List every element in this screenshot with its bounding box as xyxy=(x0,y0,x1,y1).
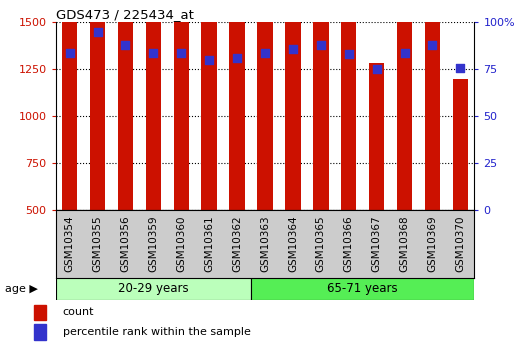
Bar xyxy=(453,79,468,210)
Bar xyxy=(369,63,384,210)
Text: GSM10368: GSM10368 xyxy=(400,216,410,273)
Point xyxy=(373,67,381,72)
Point xyxy=(316,42,325,48)
Point xyxy=(344,52,353,57)
Text: 20-29 years: 20-29 years xyxy=(118,283,189,295)
Text: GSM10365: GSM10365 xyxy=(316,216,326,273)
Text: GSM10354: GSM10354 xyxy=(65,216,75,273)
Bar xyxy=(146,0,161,210)
Text: GSM10363: GSM10363 xyxy=(260,216,270,273)
Point xyxy=(428,42,437,48)
Bar xyxy=(33,325,46,339)
Bar xyxy=(425,0,440,210)
Bar xyxy=(313,0,329,210)
Text: GSM10359: GSM10359 xyxy=(148,216,158,273)
Text: GSM10364: GSM10364 xyxy=(288,216,298,273)
Point xyxy=(400,50,409,55)
Text: GSM10355: GSM10355 xyxy=(93,216,102,273)
Bar xyxy=(174,0,189,210)
Bar xyxy=(251,278,474,300)
Bar xyxy=(341,3,356,210)
Bar xyxy=(285,0,301,210)
Bar xyxy=(397,2,412,210)
Text: GDS473 / 225434_at: GDS473 / 225434_at xyxy=(56,8,193,21)
Bar xyxy=(229,14,245,210)
Text: count: count xyxy=(63,307,94,317)
Point xyxy=(177,50,186,55)
Point xyxy=(261,50,269,55)
Text: age ▶: age ▶ xyxy=(5,284,38,294)
Point xyxy=(289,46,297,51)
Bar xyxy=(201,19,217,210)
Point xyxy=(456,65,465,70)
Bar xyxy=(62,0,77,210)
Text: GSM10370: GSM10370 xyxy=(455,216,465,272)
Text: GSM10360: GSM10360 xyxy=(176,216,186,272)
Point xyxy=(149,50,157,55)
Text: GSM10369: GSM10369 xyxy=(428,216,437,273)
Point xyxy=(65,50,74,55)
Text: GSM10362: GSM10362 xyxy=(232,216,242,273)
Text: 65-71 years: 65-71 years xyxy=(328,283,398,295)
Text: percentile rank within the sample: percentile rank within the sample xyxy=(63,327,250,337)
Bar xyxy=(258,0,272,210)
Bar xyxy=(90,0,105,210)
Text: GSM10361: GSM10361 xyxy=(204,216,214,273)
Text: GSM10356: GSM10356 xyxy=(120,216,130,273)
Bar xyxy=(56,278,251,300)
Text: GSM10366: GSM10366 xyxy=(344,216,354,273)
Text: GSM10367: GSM10367 xyxy=(372,216,382,273)
Point xyxy=(121,42,130,48)
Point xyxy=(205,57,214,63)
Point xyxy=(93,29,102,34)
Point xyxy=(233,56,241,61)
Bar xyxy=(33,305,46,320)
Bar xyxy=(118,0,133,210)
